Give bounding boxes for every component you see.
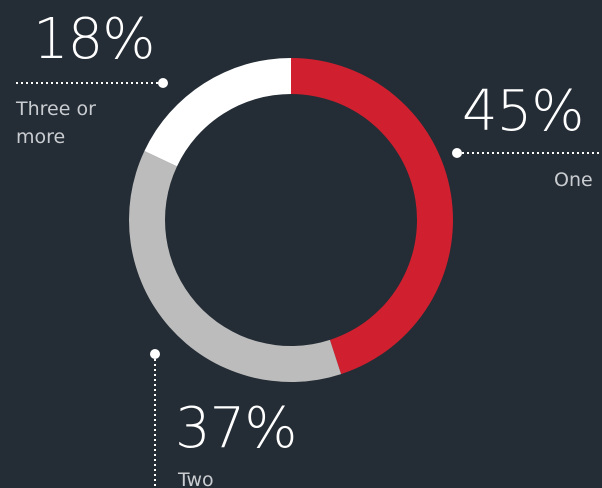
donut-slice-two [128, 151, 342, 383]
data-label-three-or-more-percent: 18% [33, 7, 155, 72]
data-label-two-percent: 37% [175, 396, 297, 461]
category-line-1: Three or [16, 98, 96, 120]
category-line-2: more [16, 126, 66, 148]
leader-dot-one [452, 148, 462, 158]
data-label-three-or-more-category: Three or more [16, 95, 96, 151]
leader-dot-three [158, 78, 168, 88]
leader-dot-two [150, 349, 160, 359]
leader-lines [16, 78, 602, 488]
data-label-two-category: Two [178, 469, 214, 488]
donut-ring [128, 57, 454, 383]
donut-slice-one [291, 58, 454, 375]
donut-slice-three-or-more [144, 57, 291, 167]
data-label-one-percent: 45% [462, 79, 584, 144]
data-label-one-category: One [554, 169, 593, 191]
